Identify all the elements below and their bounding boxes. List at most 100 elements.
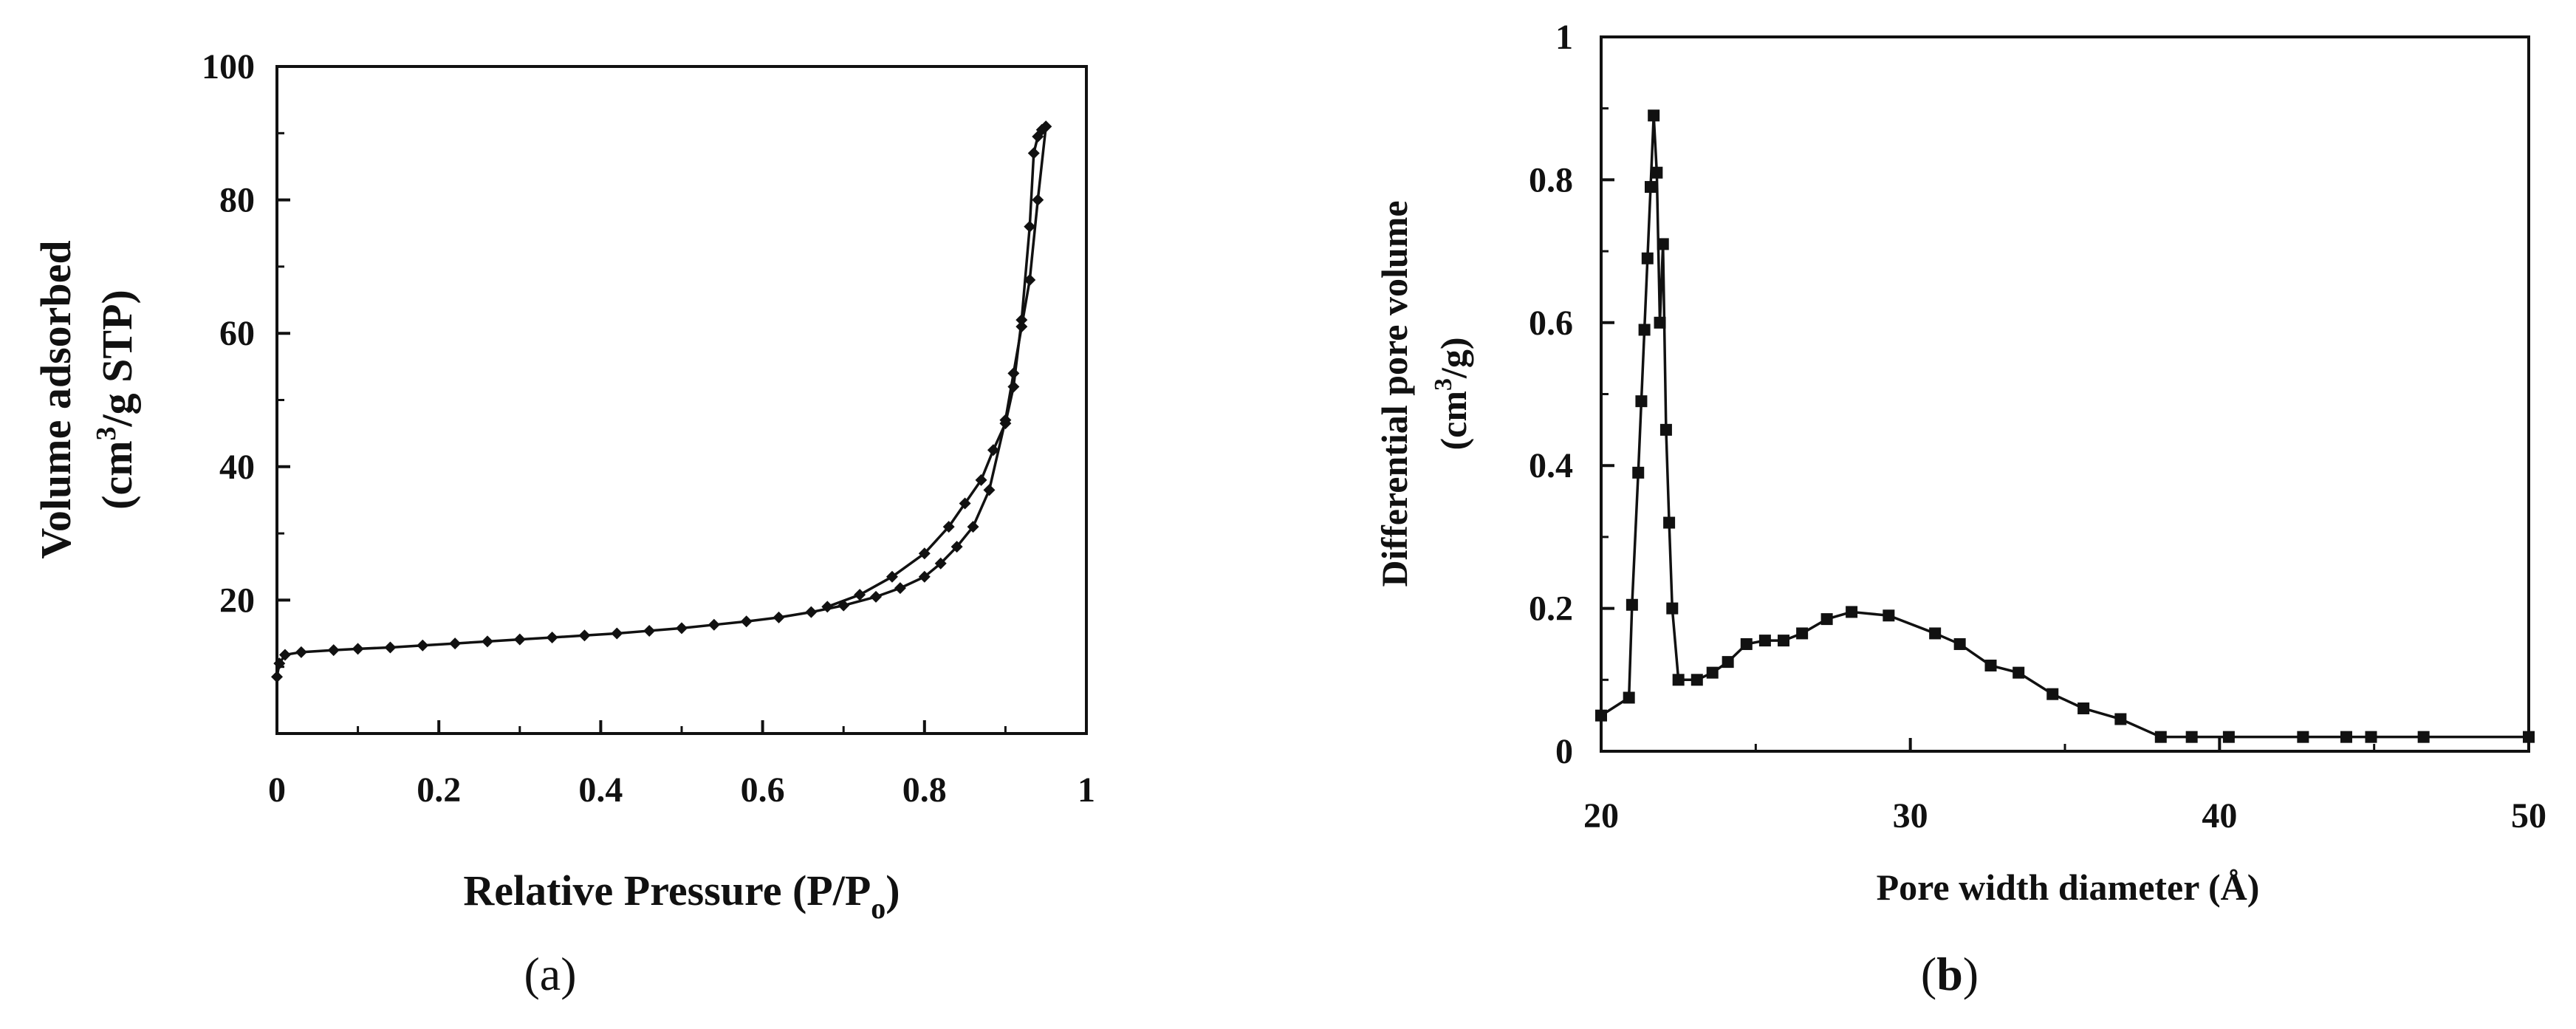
data-point <box>1651 166 1663 179</box>
data-point <box>1706 666 1719 679</box>
data-point <box>2365 731 2377 743</box>
data-point <box>513 633 526 646</box>
x-tick-label: 30 <box>1893 796 1928 835</box>
panel-b-y-axis-title-line1: Differential pore volume <box>1374 200 1415 587</box>
data-point <box>975 474 987 486</box>
data-point <box>1638 324 1651 336</box>
data-point <box>934 557 947 570</box>
data-point <box>1623 691 1635 704</box>
data-point <box>578 629 591 642</box>
data-point <box>1635 395 1648 408</box>
y-tick-label: 0 <box>1555 732 1573 771</box>
data-point <box>481 635 493 648</box>
data-point <box>1641 252 1654 264</box>
data-point <box>417 639 429 652</box>
data-point <box>918 570 931 583</box>
data-point <box>676 622 688 635</box>
y-tick-label: 80 <box>219 181 255 220</box>
data-point <box>837 599 850 612</box>
data-point <box>1644 181 1657 194</box>
x-tick-label: 0.6 <box>741 770 785 810</box>
data-point <box>870 590 883 603</box>
data-point <box>327 644 340 657</box>
panel-b-chart: 20 30 40 50 0 0.2 0.4 0.6 0.8 1 Pore width diamet… <box>1374 18 2546 1000</box>
data-point <box>1015 321 1028 333</box>
data-point <box>1663 516 1676 529</box>
data-point <box>1648 109 1660 122</box>
data-point <box>1032 194 1044 206</box>
x-tick-label: 0.8 <box>902 770 947 810</box>
data-point <box>1015 314 1028 327</box>
data-point <box>1666 602 1679 615</box>
panel-b-y-axis-title-line2: (cm3/g) <box>1430 337 1474 450</box>
x-tick-label: 0 <box>268 770 286 810</box>
data-point <box>2523 731 2535 743</box>
panel-a-y-axis-title-line1: Volume adsorbed <box>32 240 80 558</box>
data-point <box>384 641 397 654</box>
data-point <box>2012 666 2025 679</box>
data-point <box>1722 656 1734 669</box>
data-point <box>273 657 286 670</box>
data-point <box>1740 637 1753 650</box>
data-point <box>983 484 996 496</box>
data-point <box>2154 731 2167 743</box>
data-point <box>1024 273 1036 286</box>
panel-b-plot-frame <box>1600 35 2530 753</box>
y-tick-label: 0.6 <box>1529 304 1573 343</box>
y-tick-label: 0.8 <box>1529 160 1573 199</box>
data-point <box>1820 613 1833 626</box>
panel-a-label: (a) <box>524 948 576 1000</box>
data-point <box>1032 130 1044 143</box>
data-point <box>821 601 834 613</box>
data-point <box>2185 731 2198 743</box>
data-point <box>854 589 866 601</box>
y-tick-label: 1 <box>1555 18 1573 57</box>
data-point <box>805 606 818 618</box>
data-point <box>1024 220 1036 233</box>
x-tick-label: 20 <box>1583 796 1619 835</box>
data-point <box>2417 731 2430 743</box>
data-point <box>2222 731 2235 743</box>
data-point <box>1632 466 1645 479</box>
data-point <box>886 570 898 583</box>
x-tick-label: 50 <box>2511 796 2546 835</box>
data-point <box>1659 423 1672 436</box>
data-point <box>271 671 283 683</box>
panel-a-markers <box>271 120 1052 683</box>
data-point <box>352 643 364 655</box>
panel-a-x-axis-title: Relative Pressure (P/Po) <box>463 866 900 925</box>
y-tick-label: 0.4 <box>1529 446 1573 485</box>
panel-a-chart: 0 0.2 0.4 0.6 0.8 1 20 40 60 80 100 Relative Press… <box>32 47 1095 1000</box>
data-point <box>950 541 963 553</box>
data-point <box>1929 627 1942 640</box>
data-point <box>2297 731 2309 743</box>
data-point <box>643 624 656 637</box>
data-point <box>1672 674 1685 686</box>
data-point <box>1007 380 1020 393</box>
data-point <box>959 497 971 510</box>
panel-b-label: (b) <box>1921 948 1979 1000</box>
data-point <box>1626 598 1638 611</box>
data-point <box>773 611 785 623</box>
panel-b-series-lines <box>1600 114 2529 739</box>
series-1-line <box>275 126 1047 677</box>
panel-a-y-axis-title-line2: (cm3/g STP) <box>91 290 141 510</box>
y-tick-label: 0.2 <box>1529 589 1573 629</box>
data-point <box>1984 659 1997 671</box>
data-point <box>1007 367 1020 380</box>
data-point <box>1657 238 1669 250</box>
data-point <box>967 521 979 533</box>
x-tick-label: 1 <box>1078 770 1095 810</box>
x-tick-label: 40 <box>2202 796 2237 835</box>
data-point <box>1690 674 1703 686</box>
data-point <box>295 646 307 658</box>
data-point <box>942 521 955 533</box>
panel-b-ticks <box>1600 35 2530 753</box>
data-point <box>2046 688 2059 700</box>
y-tick-label: 40 <box>219 448 255 487</box>
data-point <box>2077 702 2090 714</box>
data-point <box>2340 731 2352 743</box>
panel-b-tick-labels: 20 30 40 50 0 0.2 0.4 0.6 0.8 1 <box>1529 18 2546 835</box>
data-point <box>278 649 291 661</box>
